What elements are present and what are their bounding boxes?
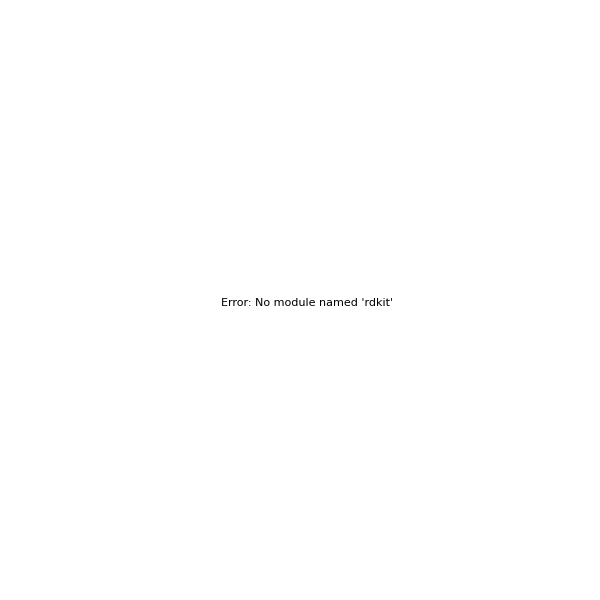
Text: Error: No module named 'rdkit': Error: No module named 'rdkit' [221,298,394,308]
